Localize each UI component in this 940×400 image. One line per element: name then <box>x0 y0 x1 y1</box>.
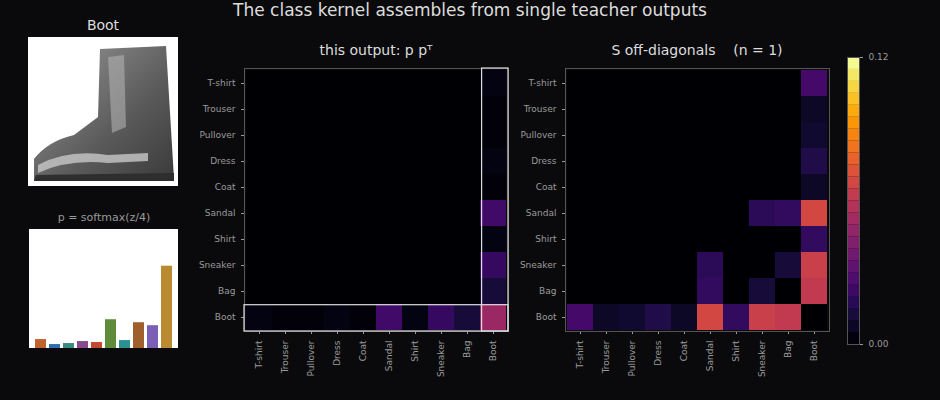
svg-text:Trouser: Trouser <box>202 104 236 114</box>
svg-text:Sneaker: Sneaker <box>520 260 557 270</box>
svg-text:Coat: Coat <box>679 340 689 361</box>
html-text:The class kernel assembles fro: The class kernel assembles from single t… <box>233 0 707 20</box>
svg-text:Shirt: Shirt <box>535 234 557 244</box>
svg-text:Shirt: Shirt <box>410 340 420 362</box>
svg-text:Pullover: Pullover <box>520 130 556 140</box>
html-text:this output: p pᵀ: this output: p pᵀ <box>319 42 433 58</box>
svg-text:Dress: Dress <box>653 340 663 366</box>
svg-text:Coat: Coat <box>536 182 557 192</box>
svg-text:Bag: Bag <box>539 286 556 296</box>
svg-text:Pullover: Pullover <box>199 130 235 140</box>
svg-text:Boot: Boot <box>809 340 819 361</box>
svg-text:Bag: Bag <box>783 341 793 358</box>
svg-text:Sneaker: Sneaker <box>436 340 446 377</box>
svg-text:Dress: Dress <box>531 156 557 166</box>
svg-text:Boot: Boot <box>215 312 236 322</box>
svg-text:0.00: 0.00 <box>869 339 889 349</box>
svg-text:Shirt: Shirt <box>731 340 741 362</box>
svg-text:Coat: Coat <box>215 182 236 192</box>
svg-text:Sandal: Sandal <box>384 341 394 372</box>
svg-text:T-shirt: T-shirt <box>575 340 585 370</box>
svg-text:0.12: 0.12 <box>869 52 889 62</box>
svg-text:T-shirt: T-shirt <box>254 340 264 370</box>
svg-text:Trouser: Trouser <box>523 104 557 114</box>
svg-text:Sneaker: Sneaker <box>757 340 767 377</box>
html-text:S off-diagonals (n = 1): S off-diagonals (n = 1) <box>611 42 783 58</box>
svg-text:T-shirt: T-shirt <box>527 78 557 88</box>
svg-text:Boot: Boot <box>488 340 498 361</box>
svg-text:Sandal: Sandal <box>705 341 715 372</box>
svg-text:Pullover: Pullover <box>306 340 316 376</box>
svg-text:Sneaker: Sneaker <box>199 260 236 270</box>
svg-text:Dress: Dress <box>210 156 236 166</box>
svg-text:Trouser: Trouser <box>601 340 611 374</box>
svg-text:Dress: Dress <box>332 340 342 366</box>
svg-text:Boot: Boot <box>536 312 557 322</box>
svg-text:Pullover: Pullover <box>627 340 637 376</box>
svg-text:T-shirt: T-shirt <box>206 78 236 88</box>
svg-text:Coat: Coat <box>358 340 368 361</box>
svg-text:Trouser: Trouser <box>280 340 290 374</box>
svg-text:Bag: Bag <box>462 341 472 358</box>
svg-text:Shirt: Shirt <box>214 234 236 244</box>
html-text:p = softmax(z/4): p = softmax(z/4) <box>57 211 151 224</box>
html-text:Boot: Boot <box>86 17 120 33</box>
svg-text:Sandal: Sandal <box>205 208 236 218</box>
svg-text:Sandal: Sandal <box>526 208 557 218</box>
svg-text:Bag: Bag <box>218 286 235 296</box>
